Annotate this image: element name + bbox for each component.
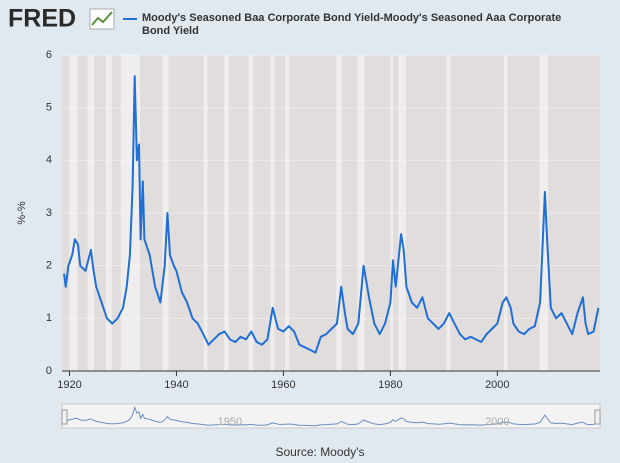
recession-band (503, 55, 508, 371)
x-tick-label: 1940 (164, 379, 188, 391)
y-axis-label: %-% (16, 201, 28, 224)
y-tick-label: 4 (46, 154, 52, 166)
navigator-label: 1950 (218, 416, 242, 428)
logo: FRED (8, 5, 76, 33)
y-tick-label: 6 (46, 49, 52, 61)
legend-label: Moody's Seasoned Baa Corporate Bond Yiel… (142, 12, 561, 37)
x-tick-label: 1960 (271, 379, 295, 391)
recession-band (203, 55, 208, 371)
recession-band (446, 55, 451, 371)
recession-band (69, 55, 78, 371)
recession-band (285, 55, 290, 371)
recession-band (270, 55, 275, 371)
navigator-line (63, 405, 599, 427)
navigator-handle[interactable] (61, 409, 68, 425)
x-tick-label: 2000 (485, 379, 509, 391)
recession-band (224, 55, 229, 371)
plot-area (62, 55, 600, 371)
y-tick-label: 1 (46, 312, 52, 324)
recession-band (105, 55, 112, 371)
recession-band (398, 55, 406, 371)
logo-icon (89, 8, 115, 30)
recession-band (357, 55, 365, 371)
x-tick-label: 1920 (57, 379, 81, 391)
y-tick-label: 3 (46, 207, 52, 219)
recession-band (162, 55, 169, 371)
series-line (63, 75, 600, 354)
source: Source: Moody's (276, 445, 365, 459)
y-tick-label: 5 (46, 102, 52, 114)
recession-band (248, 55, 254, 371)
recession-band (390, 55, 394, 371)
x-tick-label: 1980 (378, 379, 402, 391)
recession-band (336, 55, 342, 371)
navigator-handle[interactable] (594, 409, 601, 425)
navigator-label: 2000 (485, 416, 509, 428)
y-tick-label: 0 (46, 365, 52, 377)
recession-band (87, 55, 95, 371)
y-tick-label: 2 (46, 260, 52, 272)
